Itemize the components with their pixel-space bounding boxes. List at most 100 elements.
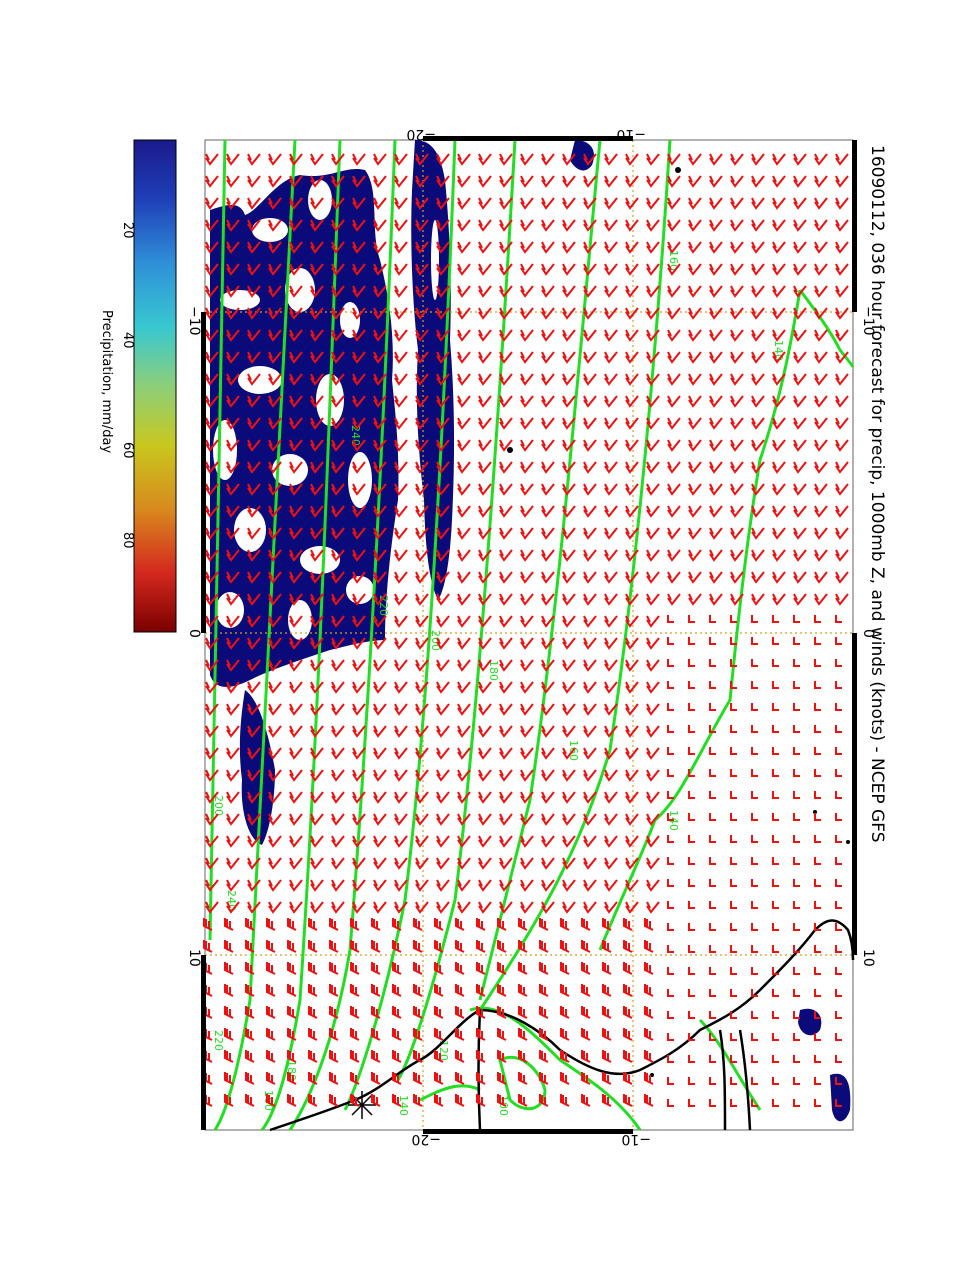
wind-barb-icon	[310, 395, 324, 408]
wind-barb-icon	[268, 373, 282, 386]
wind-barb-icon	[247, 351, 261, 364]
wind-barb-icon	[331, 285, 345, 298]
wind-barb-icon	[667, 1077, 674, 1085]
wind-barb-icon	[394, 549, 408, 562]
wind-barb-icon	[730, 439, 744, 452]
wind-barb-icon	[415, 615, 429, 628]
wind-barb-icon	[457, 461, 471, 474]
wind-barb-icon	[625, 219, 639, 232]
wind-barb-icon	[667, 1033, 674, 1041]
wind-barb-icon	[625, 769, 639, 782]
wind-barb-icon	[667, 307, 681, 320]
wind-barb-icon	[625, 351, 639, 364]
wind-barb-icon	[644, 984, 654, 997]
wind-barb-icon	[751, 879, 758, 887]
wind-barb-icon	[436, 197, 450, 210]
wind-barb-icon	[436, 703, 450, 716]
wind-barb-icon	[310, 593, 324, 606]
wind-barb-icon	[667, 659, 674, 667]
wind-barb-icon	[625, 857, 639, 870]
wind-barb-icon	[352, 615, 366, 628]
wind-barb-icon	[478, 835, 492, 848]
wind-barb-icon	[667, 967, 674, 975]
wind-barb-icon	[623, 962, 633, 975]
wind-barb-icon	[562, 329, 576, 342]
wind-barb-icon	[688, 175, 702, 188]
wind-barb-icon	[751, 747, 758, 755]
wind-barb-icon	[247, 241, 261, 254]
wind-barb-icon	[331, 197, 345, 210]
wind-barb-icon	[499, 681, 513, 694]
wind-barb-icon	[289, 571, 303, 584]
wind-barb-icon	[308, 1094, 318, 1107]
wind-barb-icon	[709, 549, 723, 562]
wind-barb-icon	[562, 461, 576, 474]
wind-barb-icon	[226, 241, 240, 254]
wind-barb-icon	[602, 1028, 612, 1041]
wind-barb-icon	[310, 153, 324, 166]
wind-barb-icon	[457, 615, 471, 628]
wind-barb-icon	[751, 241, 765, 254]
wind-barb-icon	[373, 351, 387, 364]
wind-barb-icon	[625, 725, 639, 738]
graticule	[205, 140, 853, 1130]
wind-barb-icon	[688, 835, 695, 843]
wind-barb-icon	[394, 791, 408, 804]
wind-barb-icon	[541, 637, 555, 650]
wind-barb-icon	[310, 637, 324, 650]
wind-barb-icon	[814, 263, 828, 276]
wind-barb-icon	[266, 940, 276, 953]
wind-barb-icon	[814, 373, 828, 386]
wind-barb-icon	[499, 263, 513, 276]
wind-barb-icon	[583, 747, 597, 760]
wind-barb-icon	[394, 307, 408, 320]
left-tick-label: 10	[186, 949, 202, 967]
wind-barb-icon	[751, 373, 765, 386]
wind-barb-icon	[730, 1055, 737, 1063]
wind-barb-icon	[688, 725, 695, 733]
wind-barb-icon	[205, 681, 219, 694]
wind-barb-icon	[457, 857, 471, 870]
wind-barb-icon	[730, 791, 737, 799]
wind-barb-icon	[751, 813, 758, 821]
wind-barb-icon	[772, 417, 786, 430]
wind-barb-icon	[835, 967, 842, 975]
wind-barb-icon	[583, 681, 597, 694]
wind-barb-icon	[224, 1028, 234, 1041]
wind-barb-icon	[499, 835, 513, 848]
wind-barb-icon	[625, 747, 639, 760]
wind-barb-icon	[688, 483, 702, 496]
wind-barb-icon	[436, 593, 450, 606]
wind-barb-icon	[478, 483, 492, 496]
wind-barb-icon	[644, 1072, 654, 1085]
wind-barb-icon	[415, 395, 429, 408]
wind-barb-icon	[520, 747, 534, 760]
wind-barb-icon	[688, 285, 702, 298]
contour-label: 200	[212, 795, 225, 816]
wind-barb-icon	[772, 153, 786, 166]
wind-barb-icon	[289, 175, 303, 188]
wind-barb-icon	[560, 962, 570, 975]
wind-barb-icon	[604, 461, 618, 474]
wind-barb-icon	[497, 940, 507, 953]
wind-barb-icon	[604, 197, 618, 210]
wind-barb-icon	[814, 989, 821, 997]
wind-barb-icon	[646, 857, 660, 870]
wind-barb-icon	[415, 461, 429, 474]
wind-barb-icon	[520, 703, 534, 716]
wind-barb-icon	[793, 813, 800, 821]
wind-barb-icon	[457, 285, 471, 298]
wind-barb-icon	[205, 747, 219, 760]
wind-barb-icon	[709, 747, 716, 755]
wind-barb-icon	[478, 637, 492, 650]
wind-barb-icon	[562, 681, 576, 694]
wind-barb-icon	[667, 725, 674, 733]
wind-barb-icon	[394, 901, 408, 914]
wind-barb-icon	[457, 153, 471, 166]
wind-barb-icon	[730, 989, 737, 997]
wind-barb-icon	[541, 681, 555, 694]
wind-barb-icon	[793, 197, 807, 210]
wind-barb-icon	[646, 835, 660, 848]
wind-barb-icon	[203, 940, 213, 953]
wind-barb-icon	[667, 615, 674, 623]
